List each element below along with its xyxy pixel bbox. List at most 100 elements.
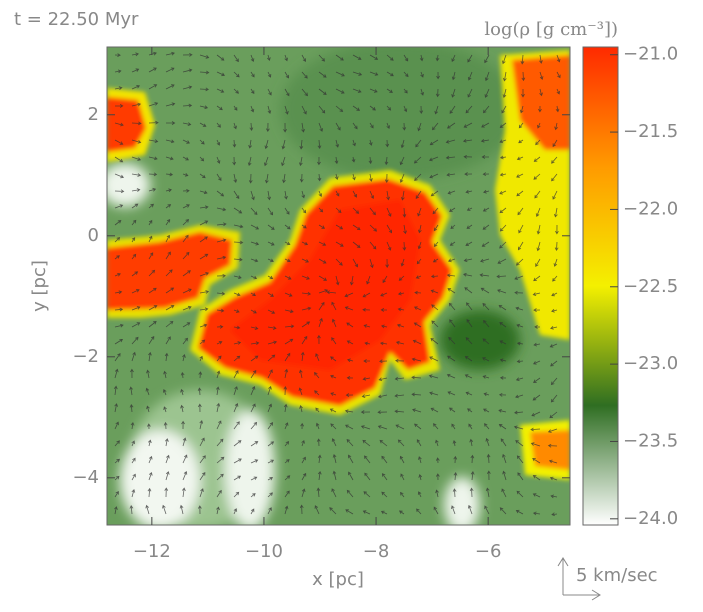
velocity-arrow: [267, 340, 278, 345]
velocity-arrow: [114, 491, 119, 498]
velocity-arrow: [300, 422, 305, 430]
velocity-arrow: [413, 306, 422, 311]
velocity-arrow: [352, 139, 356, 147]
velocity-arrow: [499, 376, 507, 380]
velocity-arrow: [533, 156, 541, 162]
velocity-arrow: [199, 122, 207, 127]
velocity-arrow: [299, 369, 303, 379]
velocity-arrow: [352, 54, 362, 60]
velocity-arrow: [165, 287, 175, 294]
velocity-arrow: [299, 156, 303, 167]
velocity-arrow: [130, 368, 134, 379]
velocity-arrow: [315, 422, 320, 430]
velocity-arrow: [131, 440, 135, 447]
velocity-arrow: [314, 505, 320, 515]
velocity-arrow: [428, 156, 439, 162]
velocity-arrow: [318, 241, 327, 246]
velocity-arrow: [556, 71, 561, 79]
velocity-arrow: [233, 370, 239, 379]
velocity-arrow: [468, 504, 473, 515]
velocity-arrow: [182, 454, 188, 464]
velocity-arrow: [301, 54, 306, 62]
velocity-arrow: [531, 411, 541, 417]
velocity-arrow: [553, 207, 558, 218]
velocity-arrow: [533, 173, 541, 180]
velocity-arrow: [502, 71, 507, 82]
velocity-arrow: [515, 306, 524, 311]
velocity-arrow: [114, 122, 124, 127]
velocity-arrow: [114, 204, 124, 209]
velocity-arrow: [198, 371, 203, 379]
velocity-arrow: [233, 240, 244, 245]
velocity-arrow: [535, 139, 541, 146]
velocity-arrow: [165, 234, 170, 243]
velocity-arrow: [417, 207, 422, 217]
velocity-arrow: [267, 492, 273, 498]
velocity-arrow: [534, 325, 541, 329]
velocity-arrow: [483, 189, 490, 194]
velocity-arrow: [539, 71, 544, 80]
velocity-arrow: [267, 258, 274, 263]
velocity-arrow: [502, 54, 507, 65]
velocity-arrow: [537, 122, 541, 129]
velocity-arrow: [435, 88, 440, 98]
velocity-arrow: [301, 122, 305, 133]
velocity-arrow: [113, 385, 118, 396]
velocity-arrow: [516, 190, 524, 197]
velocity-arrow: [165, 204, 172, 209]
velocity-arrow: [148, 84, 158, 90]
velocity-arrow: [267, 326, 277, 330]
velocity-arrow: [482, 207, 490, 212]
velocity-arrow: [250, 476, 258, 481]
velocity-arrow: [499, 507, 507, 515]
velocity-arrow: [131, 489, 136, 498]
velocity-arrow: [233, 122, 237, 130]
velocity-arrow: [301, 207, 307, 214]
velocity-arrow: [265, 173, 269, 184]
velocity-arrow: [344, 292, 354, 298]
velocity-arrow: [314, 390, 320, 396]
velocity-arrow: [446, 172, 456, 177]
velocity-arrow: [182, 188, 190, 193]
x-axis-label: x [pc]: [312, 569, 364, 590]
velocity-arrow: [181, 420, 185, 430]
velocity-arrow: [129, 404, 134, 413]
velocity-arrow: [199, 290, 210, 294]
velocity-arrow: [482, 375, 490, 379]
velocity-arrow: [348, 471, 354, 481]
velocity-arrow: [481, 155, 489, 159]
velocity-arrow: [469, 438, 474, 447]
velocity-arrow: [332, 453, 337, 464]
velocity-arrow: [199, 355, 203, 362]
velocity-arrow: [515, 377, 524, 382]
velocity-arrow: [481, 122, 490, 128]
velocity-arrow: [182, 122, 192, 126]
colorbar-tick-label: −22.5: [623, 276, 678, 297]
velocity-arrow: [446, 273, 456, 278]
y-tick-label: 0: [88, 225, 99, 246]
velocity-arrow: [114, 403, 118, 413]
velocity-arrow: [182, 234, 189, 243]
velocity-arrow: [445, 139, 456, 144]
velocity-arrow: [148, 287, 157, 294]
velocity-arrow: [435, 473, 440, 481]
velocity-arrow: [145, 387, 150, 396]
velocity-arrow: [326, 290, 337, 295]
velocity-arrow: [533, 342, 541, 347]
velocity-arrow: [451, 505, 456, 515]
colorbar-tick-label: −21.5: [623, 121, 678, 142]
velocity-arrow: [199, 205, 209, 210]
velocity-arrow: [369, 173, 373, 182]
velocity-arrow: [532, 511, 541, 516]
velocity-arrow: [369, 88, 378, 93]
velocity-arrow: [250, 292, 256, 296]
velocity-arrow: [250, 326, 259, 330]
velocity-arrow: [148, 471, 153, 481]
velocity-arrow: [283, 386, 288, 396]
velocity-arrow: [250, 241, 260, 246]
velocity-arrow: [131, 237, 136, 243]
velocity-arrow: [318, 275, 328, 281]
velocity-arrow: [466, 207, 473, 211]
velocity-arrow: [480, 258, 490, 263]
